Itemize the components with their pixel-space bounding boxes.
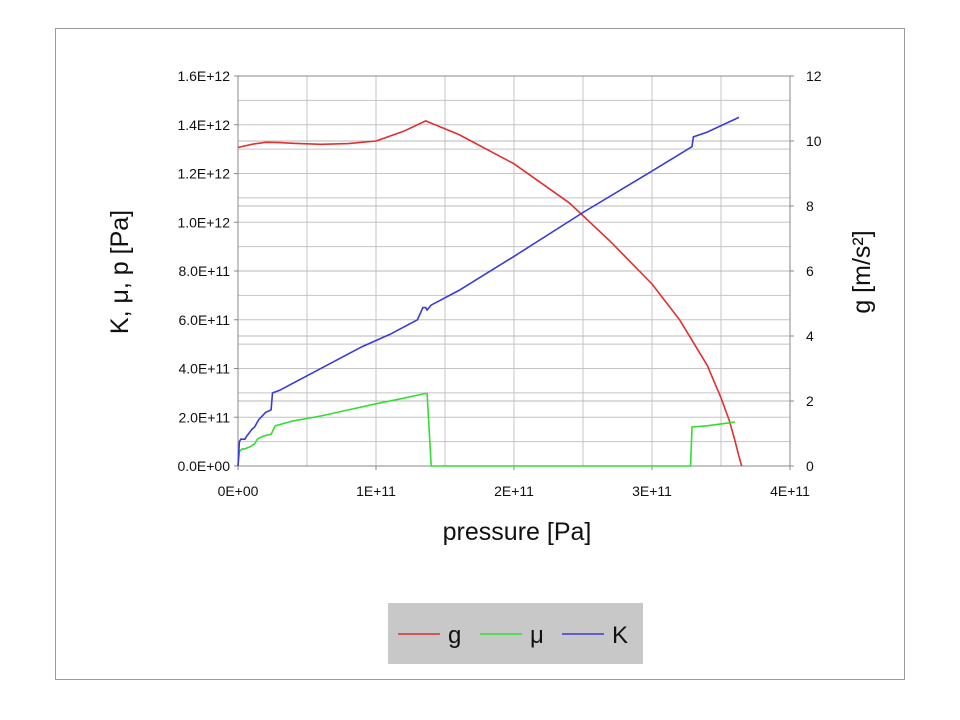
x-tick-label: 3E+11 — [632, 483, 672, 499]
y-left-tick-label: 8.0E+11 — [178, 263, 230, 279]
gridlines — [237, 75, 791, 467]
y-right-tick-label: 6 — [806, 263, 814, 279]
y-axis-left-title: K, μ, p [Pa] — [106, 210, 134, 334]
legend-label: g — [448, 622, 461, 649]
series-lines — [237, 116, 743, 467]
legend-label: K — [612, 622, 628, 649]
y-right-tick-label: 0 — [806, 458, 814, 474]
tick-labels: 0.0E+00 2.0E+11 4.0E+11 6.0E+11 8.0E+11 1.0E+… — [177, 68, 821, 499]
series-line-mu — [237, 392, 735, 467]
y-right-tick-label: 4 — [806, 328, 814, 344]
y-right-tick-label: 12 — [806, 68, 822, 84]
y-right-tick-label: 10 — [806, 133, 822, 149]
legend-label: μ — [530, 622, 544, 649]
y-left-tick-label: 6.0E+11 — [178, 312, 230, 328]
series-line-K — [237, 116, 740, 467]
series-line-g — [237, 120, 743, 467]
chart-frame — [55, 28, 905, 680]
y-left-tick-label: 0.0E+00 — [177, 458, 230, 474]
x-tick-label: 0E+00 — [218, 483, 259, 499]
y-left-tick-label: 1.4E+12 — [177, 117, 230, 133]
y-left-tick-label: 1.0E+12 — [177, 214, 230, 230]
x-tick-label: 4E+11 — [770, 483, 810, 499]
y-left-tick-label: 2.0E+11 — [178, 409, 230, 425]
y-axis-right-title: g [m/s²] — [848, 230, 876, 313]
x-axis-title: pressure [Pa] — [443, 518, 592, 546]
y-left-tick-label: 1.2E+12 — [177, 166, 230, 182]
y-right-tick-label: 2 — [806, 393, 814, 409]
x-tick-label: 1E+11 — [356, 483, 396, 499]
y-left-tick-label: 1.6E+12 — [177, 68, 230, 84]
y-right-tick-label: 8 — [806, 198, 814, 214]
y-left-tick-label: 4.0E+11 — [178, 361, 230, 377]
x-tick-label: 2E+11 — [494, 483, 534, 499]
